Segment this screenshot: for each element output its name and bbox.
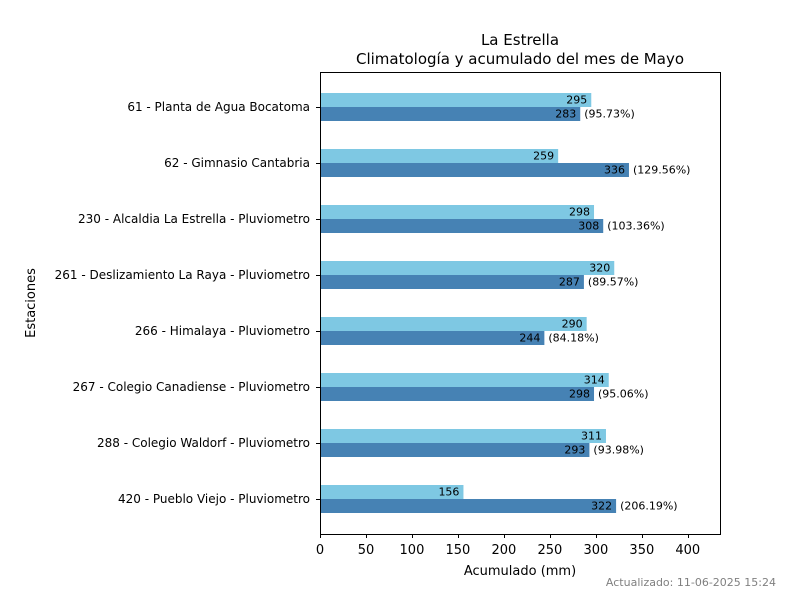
percent-label: (89.57%) — [588, 276, 639, 289]
climatology-value-label: 298 — [569, 206, 590, 219]
percent-label: (103.36%) — [607, 220, 665, 233]
accumulated-bar — [320, 163, 629, 177]
climatology-bar — [320, 261, 615, 275]
accumulated-value-label: 308 — [578, 220, 599, 233]
category-label: 230 - Alcaldia La Estrella - Pluviometro — [78, 212, 310, 226]
climatology-bar — [320, 373, 609, 387]
accumulated-value-label: 287 — [559, 276, 580, 289]
climatology-bar — [320, 485, 464, 499]
y-axis-label: Estaciones — [24, 268, 39, 338]
chart-subtitle: Climatología y acumulado del mes de Mayo — [356, 50, 684, 68]
climatology-bar — [320, 429, 606, 443]
x-axis-label: Acumulado (mm) — [464, 564, 576, 579]
climatology-value-label: 320 — [589, 262, 610, 275]
accumulated-value-label: 283 — [555, 108, 576, 121]
percent-label: (84.18%) — [548, 332, 599, 345]
accumulated-value-label: 293 — [564, 444, 585, 457]
x-tick-label: 50 — [358, 543, 375, 558]
x-tick-label: 200 — [491, 543, 516, 558]
percent-label: (95.06%) — [598, 388, 649, 401]
updated-timestamp: Actualizado: 11-06-2025 15:24 — [606, 576, 776, 589]
climatology-value-label: 295 — [566, 94, 587, 107]
category-label: 261 - Deslizamiento La Raya - Pluviometr… — [55, 268, 310, 282]
x-tick-label: 300 — [583, 543, 608, 558]
percent-label: (93.98%) — [593, 444, 644, 457]
axis-layer: 61 - Planta de Agua Bocatoma 62 - Gimnasi… — [55, 100, 701, 558]
chart-title: La Estrella — [481, 31, 559, 49]
accumulated-value-label: 244 — [519, 332, 540, 345]
accumulated-value-label: 298 — [569, 388, 590, 401]
accumulated-bar — [320, 499, 617, 513]
accumulated-bar — [320, 107, 581, 121]
percent-label: (129.56%) — [633, 164, 691, 177]
x-tick-label: 400 — [675, 543, 700, 558]
climatology-bar — [320, 317, 587, 331]
accumulated-bar — [320, 331, 545, 345]
percent-label: (95.73%) — [584, 108, 635, 121]
x-tick-label: 350 — [629, 543, 654, 558]
accumulated-bar — [320, 443, 590, 457]
category-label: 61 - Planta de Agua Bocatoma — [127, 100, 310, 114]
category-label: 266 - Himalaya - Pluviometro — [135, 324, 310, 338]
category-label: 267 - Colegio Canadiense - Pluviometro — [73, 380, 310, 394]
climatology-value-label: 311 — [581, 430, 602, 443]
climatology-bar — [320, 93, 592, 107]
x-tick-label: 250 — [537, 543, 562, 558]
accumulated-value-label: 322 — [591, 500, 612, 513]
climatology-value-label: 259 — [533, 150, 554, 163]
climatology-bar — [320, 149, 559, 163]
climatology-value-label: 314 — [584, 374, 605, 387]
climatology-bar — [320, 205, 595, 219]
climatology-value-label: 290 — [562, 318, 583, 331]
x-tick-label: 150 — [446, 543, 471, 558]
percent-label: (206.19%) — [620, 500, 678, 513]
accumulated-bar — [320, 275, 584, 289]
category-label: 420 - Pueblo Viejo - Pluviometro — [118, 492, 310, 506]
accumulated-value-label: 336 — [604, 164, 625, 177]
climatology-value-label: 156 — [438, 486, 459, 499]
accumulated-bar — [320, 387, 595, 401]
accumulated-bar — [320, 219, 604, 233]
x-tick-label: 100 — [400, 543, 425, 558]
category-label: 288 - Colegio Waldorf - Pluviometro — [97, 436, 310, 450]
x-tick-label: 0 — [316, 543, 324, 558]
plot-frame — [320, 72, 721, 535]
category-label: 62 - Gimnasio Cantabria — [164, 156, 310, 170]
